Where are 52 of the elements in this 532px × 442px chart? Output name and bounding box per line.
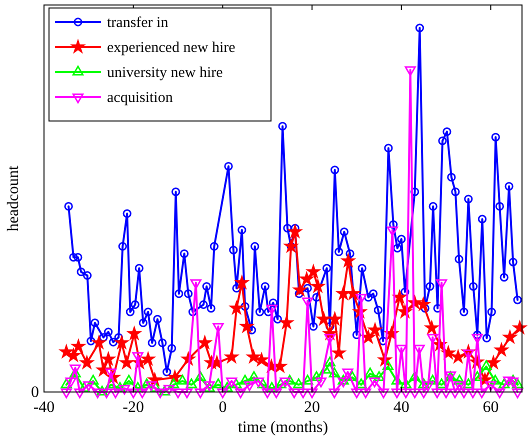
point (88, 374, 99, 385)
point (400, 378, 412, 388)
x-tick-label: -40 (33, 399, 55, 416)
legend-label: transfer in (107, 15, 169, 31)
point (150, 382, 162, 392)
point (194, 371, 206, 381)
point (310, 371, 322, 381)
point (391, 374, 402, 385)
point (60, 378, 72, 388)
x-tick-label: -20 (122, 399, 144, 416)
point (454, 374, 466, 385)
point (293, 378, 304, 388)
point (373, 371, 385, 381)
point (480, 360, 492, 370)
x-tick-label: 60 (482, 399, 499, 416)
point (275, 378, 286, 388)
point (230, 378, 242, 388)
x-tick-label: 20 (304, 399, 320, 416)
point (239, 374, 251, 385)
point (96, 386, 108, 396)
point (409, 371, 420, 381)
point (498, 378, 510, 388)
point (168, 378, 180, 388)
point (346, 371, 358, 381)
text: 0 (31, 384, 39, 401)
point (141, 378, 152, 388)
point (418, 378, 430, 388)
point (324, 356, 336, 366)
point (328, 368, 340, 378)
point (284, 374, 296, 385)
point (248, 371, 260, 381)
point (176, 374, 188, 385)
point (338, 374, 349, 385)
x-tick-label: 40 (393, 399, 410, 416)
point (302, 374, 314, 385)
point (356, 378, 367, 388)
x-tick-label: 0 (218, 399, 227, 416)
point (490, 374, 501, 385)
point (212, 378, 224, 388)
legend-label: university new hire (107, 65, 224, 81)
point (222, 382, 233, 392)
legend-label: acquisition (107, 90, 174, 106)
point (512, 378, 524, 388)
legend-label: experienced new hire (107, 40, 236, 56)
point (257, 378, 268, 388)
point (186, 378, 197, 388)
point (472, 371, 483, 381)
point (364, 368, 376, 378)
y-axis-title: headcount (5, 165, 22, 232)
point (123, 374, 134, 385)
x-axis-title: time (months) (238, 419, 328, 436)
point (462, 378, 474, 388)
